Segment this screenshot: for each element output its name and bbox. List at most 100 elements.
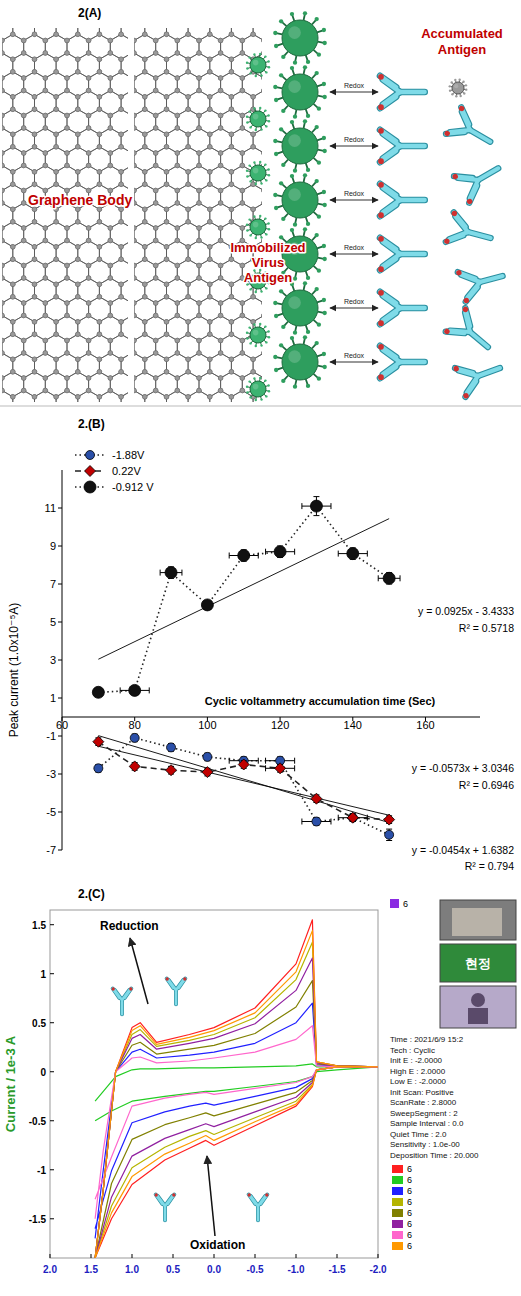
carbon-atom <box>119 282 124 287</box>
carbon-atom <box>175 201 180 206</box>
carbon-atom <box>134 38 136 43</box>
carbon-atom <box>240 313 245 318</box>
carbon-atom <box>65 126 70 131</box>
carbon-atom <box>240 88 245 93</box>
carbon-atom <box>119 57 124 62</box>
carbon-atom <box>262 376 263 381</box>
carbon-atom <box>153 263 158 268</box>
carbon-atom <box>240 76 245 81</box>
carbon-ring <box>199 297 221 322</box>
carbon-atom <box>86 51 91 56</box>
carbon-atom <box>65 151 70 156</box>
carbon-atom <box>197 88 202 93</box>
carbon-atom <box>218 351 223 356</box>
carbon-atom <box>97 182 102 187</box>
carbon-ring <box>210 91 232 116</box>
carbon-atom <box>218 376 223 381</box>
carbon-atom <box>229 95 234 100</box>
carbon-atom <box>119 332 124 337</box>
carbon-ring <box>67 334 89 359</box>
carbon-atom <box>218 226 223 231</box>
carbon-atom <box>65 376 70 381</box>
carbon-atom <box>119 395 124 400</box>
carbon-atom <box>43 376 48 381</box>
carbon-atom <box>108 38 113 43</box>
carbon-atom <box>21 276 26 281</box>
carbon-atom <box>186 370 191 375</box>
carbon-atom <box>65 238 70 243</box>
carbon-ring <box>24 147 46 172</box>
carbon-atom <box>197 76 202 81</box>
carbon-atom <box>21 376 26 381</box>
carbon-atom <box>153 38 158 43</box>
carbon-ring <box>188 241 210 266</box>
carbon-atom <box>175 301 180 306</box>
carbon-atom <box>76 245 81 250</box>
virus-highlight <box>288 350 301 363</box>
carbon-atom <box>2 151 4 156</box>
carbon-atom <box>208 57 213 62</box>
carbon-atom <box>21 126 26 131</box>
carbon-atom <box>86 263 91 268</box>
carbon-atom <box>54 245 59 250</box>
carbon-atom <box>218 88 223 93</box>
carbon-atom <box>97 107 102 112</box>
carbon-atom <box>208 95 213 100</box>
carbon-atom <box>97 107 102 112</box>
carbon-atom <box>186 107 191 112</box>
carbon-atom <box>2 276 4 281</box>
carbon-atom <box>54 320 59 325</box>
carbon-atom <box>119 182 124 187</box>
carbon-atom <box>86 151 91 156</box>
carbon-atom <box>32 182 37 187</box>
carbon-atom <box>175 226 180 231</box>
carbon-atom <box>97 282 102 287</box>
spike-tip <box>317 215 321 219</box>
carbon-atom <box>229 182 234 187</box>
carbon-atom <box>11 245 16 250</box>
carbon-atom <box>54 332 59 337</box>
carbon-ring <box>24 372 46 397</box>
carbon-atom <box>218 76 223 81</box>
spike-tip <box>290 336 294 340</box>
carbon-atom <box>43 388 48 393</box>
carbon-atom <box>197 201 202 206</box>
carbon-atom <box>186 170 191 175</box>
spike-tip <box>253 53 255 55</box>
carbon-atom <box>97 70 102 75</box>
carbon-atom <box>108 126 113 131</box>
carbon-atom <box>2 38 4 43</box>
carbon-atom <box>86 163 91 168</box>
carbon-atom <box>2 113 4 118</box>
carbon-atom <box>119 107 124 112</box>
carbon-ring <box>99 166 121 191</box>
carbon-atom <box>11 357 16 362</box>
carbon-atom <box>208 57 213 62</box>
carbon-atom <box>208 32 213 37</box>
carbon-ring <box>99 128 121 153</box>
carbon-ring <box>134 203 145 228</box>
carbon-atom <box>32 145 37 150</box>
carbon-atom <box>21 201 26 206</box>
carbon-atom <box>134 151 136 156</box>
carbon-atom <box>97 395 102 400</box>
carbon-atom <box>175 163 180 168</box>
carbon-atom <box>97 357 102 362</box>
carbon-atom <box>54 95 59 100</box>
carbon-atom <box>134 238 136 243</box>
carbon-atom <box>240 313 245 318</box>
carbon-atom <box>2 313 4 318</box>
carbon-atom <box>175 76 180 81</box>
carbon-atom <box>218 263 223 268</box>
carbon-atom <box>197 38 202 43</box>
spike-tip <box>274 314 278 318</box>
spike-tip <box>279 235 283 239</box>
carbon-atom <box>32 57 37 62</box>
carbon-atom <box>262 51 263 56</box>
carbon-atom <box>208 107 213 112</box>
carbon-atom <box>32 245 37 250</box>
carbon-atom <box>11 370 16 375</box>
spike-tip <box>303 227 307 231</box>
spike-tip <box>273 31 277 35</box>
carbon-atom <box>43 38 48 43</box>
